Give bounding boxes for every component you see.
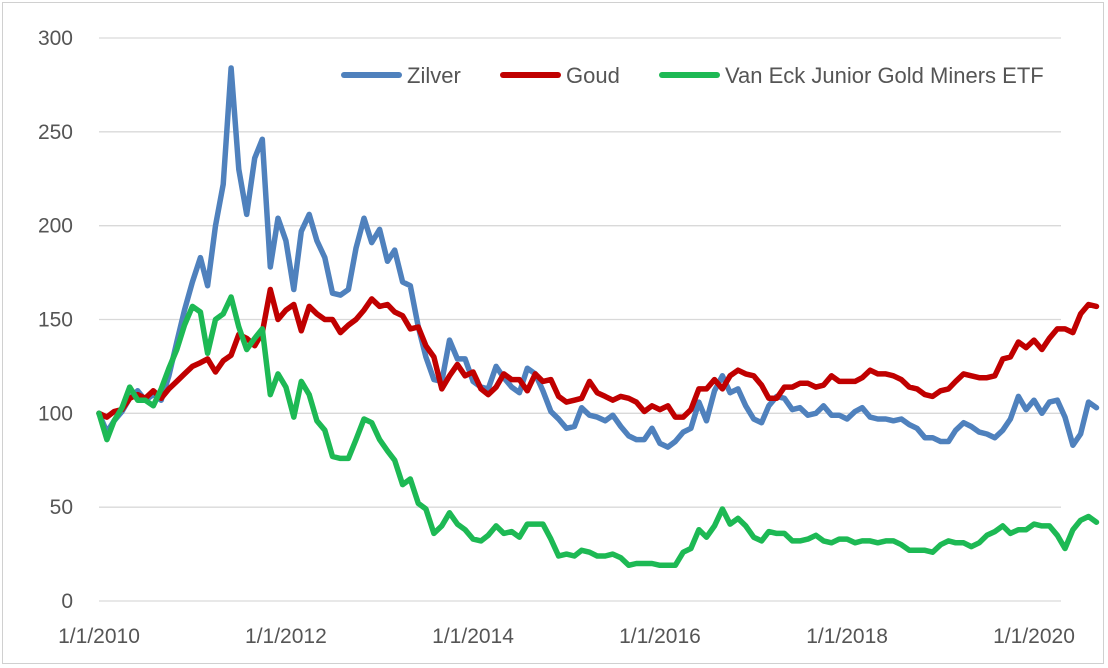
x-tick-label: 1/1/2020 <box>993 625 1075 648</box>
y-tick-label: 0 <box>61 590 73 613</box>
series-lines <box>96 65 1100 569</box>
gridlines <box>99 37 1061 602</box>
series-line-goud <box>96 286 1100 420</box>
y-tick-label: 250 <box>38 121 73 144</box>
y-tick-label: 150 <box>38 309 73 332</box>
y-tick-label: 50 <box>50 496 73 519</box>
series-line-zilver <box>96 65 1100 450</box>
y-axis-tick-labels: 0 50 100 150 200 250 300 <box>38 27 73 613</box>
legend-label: Van Eck Junior Gold Miners ETF <box>725 63 1044 88</box>
series-line-van-eck-junior-gold-miners-etf <box>96 294 1100 569</box>
x-tick-label: 1/1/2014 <box>432 625 514 648</box>
x-tick-label: 1/1/2016 <box>619 625 701 648</box>
legend: Zilver Goud Van Eck Junior Gold Miners ETF <box>341 63 1044 88</box>
x-tick-label: 1/1/2018 <box>806 625 888 648</box>
x-axis-tick-labels: 1/1/2010 1/1/2012 1/1/2014 1/1/2016 1/1/2018… <box>58 625 1075 648</box>
y-tick-label: 200 <box>38 215 73 238</box>
x-tick-label: 1/1/2012 <box>245 625 327 648</box>
x-tick-label: 1/1/2010 <box>58 625 140 648</box>
y-tick-label: 100 <box>38 402 73 425</box>
legend-label: Goud <box>566 63 620 88</box>
y-tick-label: 300 <box>38 27 73 50</box>
legend-label: Zilver <box>407 63 461 88</box>
